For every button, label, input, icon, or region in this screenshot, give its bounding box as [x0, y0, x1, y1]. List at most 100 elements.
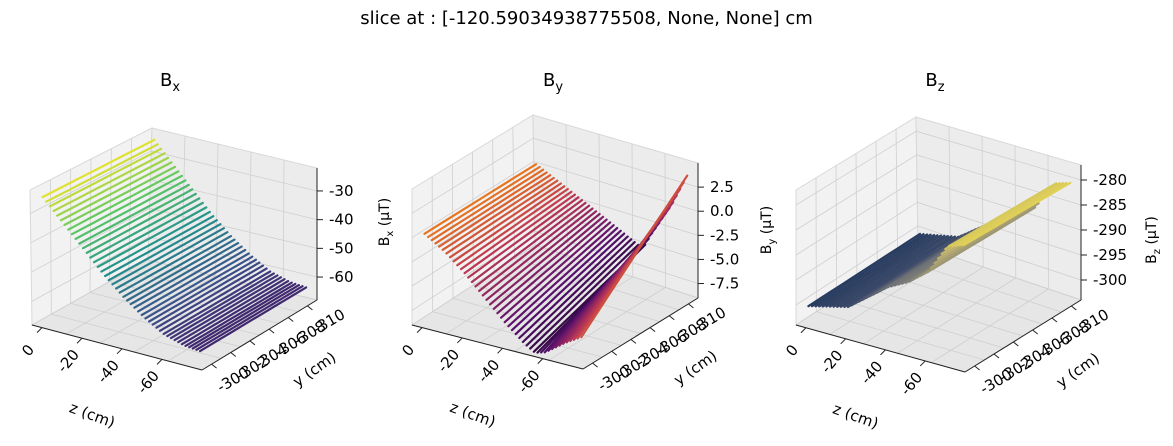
- z-tick-label: -7.5: [710, 275, 739, 293]
- y-tick-mark: [1032, 329, 1038, 335]
- grid-line: [51, 313, 222, 359]
- surface-strip: [158, 267, 268, 332]
- surface-strip: [199, 286, 308, 353]
- surface-strip: [448, 182, 562, 259]
- surface-strip: [474, 201, 587, 288]
- surface-strip: [452, 185, 566, 263]
- x-axis-label: z (cm): [830, 400, 881, 433]
- z-axis-label-sub: z: [1152, 249, 1163, 254]
- x-tick-label: -20: [817, 346, 847, 376]
- surface-strip: [103, 215, 215, 278]
- surface-strip: [430, 168, 545, 242]
- x-tick-label: -40: [474, 356, 504, 386]
- subplot-title-sub: z: [938, 80, 945, 95]
- subplot-title-main: B: [925, 70, 937, 91]
- x-tick-label: -40: [857, 357, 887, 387]
- surface-strip: [470, 199, 584, 284]
- x-tick-label: 0: [398, 341, 418, 360]
- surface-strip: [111, 223, 222, 286]
- x-tick-mark: [880, 349, 886, 356]
- z-axis-label-unit: (μT): [1144, 216, 1160, 249]
- y-tick-mark: [211, 363, 217, 369]
- z-tick-label: -280: [1093, 171, 1127, 189]
- x-tick-mark: [919, 360, 926, 367]
- surface-strip: [144, 255, 254, 320]
- surface-strip: [85, 192, 197, 254]
- surface-strip: [148, 258, 257, 323]
- x-tick-label: -40: [93, 356, 123, 386]
- y-axis-label: y (cm): [289, 348, 339, 390]
- x-tick-label: -20: [434, 346, 464, 376]
- grid-line: [215, 143, 219, 277]
- surface-strip: [821, 233, 936, 308]
- surface-strip: [129, 242, 240, 306]
- x-tick-mark: [456, 337, 463, 344]
- x-axis-line: [795, 324, 966, 373]
- grid-line: [835, 165, 838, 299]
- surface-strip: [81, 188, 194, 250]
- surface-strip: [814, 233, 929, 308]
- y-tick-mark: [993, 353, 1000, 359]
- surface-strip: [100, 210, 211, 273]
- grid-line: [89, 158, 92, 293]
- surface-strip: [580, 174, 689, 339]
- surface-strip: [926, 206, 1037, 274]
- surface-strip: [188, 282, 297, 349]
- grid-line: [432, 311, 603, 358]
- surface-strip: [510, 229, 622, 332]
- surface-strip: [59, 161, 173, 222]
- surface-strip: [162, 270, 272, 335]
- z-axis-label-sub: x: [385, 231, 396, 237]
- x-tick-mark: [156, 359, 163, 365]
- y-tick-mark: [230, 352, 237, 357]
- surface-strip: [434, 171, 548, 245]
- surface-strip: [107, 219, 218, 282]
- surface-strip: [184, 281, 293, 347]
- grid-line: [282, 159, 285, 293]
- y-tick-mark: [592, 362, 598, 368]
- y-tick-mark: [688, 303, 694, 309]
- surface-strip: [438, 174, 552, 248]
- surface-strip: [947, 182, 1058, 248]
- surface-strip: [810, 233, 925, 308]
- surface-strip: [962, 181, 1072, 247]
- grid-line: [249, 151, 252, 285]
- surface-strip: [125, 238, 236, 302]
- subplot-title-sub: y: [555, 80, 563, 95]
- x-tick-label: -20: [53, 346, 83, 376]
- z-axis-label-main: B: [759, 245, 775, 255]
- x-axis-label: z (cm): [67, 399, 118, 432]
- surface-strip: [177, 278, 286, 344]
- surface-strip: [507, 226, 619, 328]
- grid-line: [875, 141, 878, 272]
- surface-strip: [423, 163, 538, 235]
- y-tick-mark: [1013, 341, 1019, 347]
- x-tick-mark: [800, 327, 807, 334]
- grid-line: [856, 284, 1024, 337]
- grid-line: [795, 225, 1082, 306]
- y-axis-label: y (cm): [670, 347, 720, 389]
- z-axis-label: Bx (μT): [377, 198, 396, 246]
- subplot-z: 0 -20 -40 -60z (cm)-300-302-304-306-308-310…: [782, 70, 1163, 433]
- grid-line: [411, 137, 699, 214]
- surface-strip: [56, 156, 170, 217]
- grid-line: [795, 201, 1082, 281]
- surface-strip: [78, 183, 190, 245]
- surface-strip: [958, 181, 1068, 247]
- x-axis-label: z (cm): [447, 398, 498, 431]
- z-axis-label: By (μT): [759, 206, 778, 254]
- surface-strip: [500, 221, 612, 319]
- x-tick-mark: [537, 358, 544, 365]
- grid-line: [855, 153, 858, 286]
- surface-strip: [427, 165, 541, 239]
- figure-suptitle: slice at : [-120.59034938775508, None, N…: [360, 8, 813, 29]
- y-tick-label: -310: [1074, 305, 1112, 338]
- grid-line: [795, 130, 1082, 206]
- surface-strip: [481, 207, 594, 297]
- z-tick-label: -300: [1093, 271, 1127, 289]
- surface-strip: [114, 227, 225, 290]
- surface-strip: [133, 245, 243, 309]
- y-tick-mark: [630, 339, 637, 344]
- surface-strip: [48, 147, 163, 208]
- grid-line: [948, 126, 951, 257]
